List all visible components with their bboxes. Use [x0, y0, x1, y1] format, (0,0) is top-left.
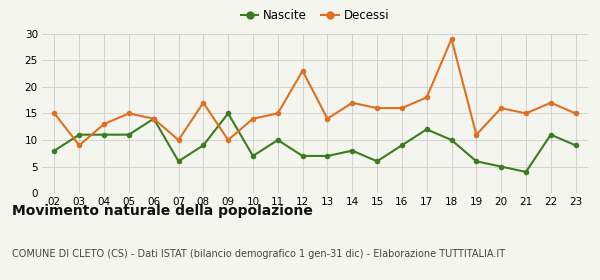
Text: COMUNE DI CLETO (CS) - Dati ISTAT (bilancio demografico 1 gen-31 dic) - Elaboraz: COMUNE DI CLETO (CS) - Dati ISTAT (bilan… [12, 249, 505, 259]
Text: Movimento naturale della popolazione: Movimento naturale della popolazione [12, 204, 313, 218]
Legend: Nascite, Decessi: Nascite, Decessi [236, 4, 394, 27]
